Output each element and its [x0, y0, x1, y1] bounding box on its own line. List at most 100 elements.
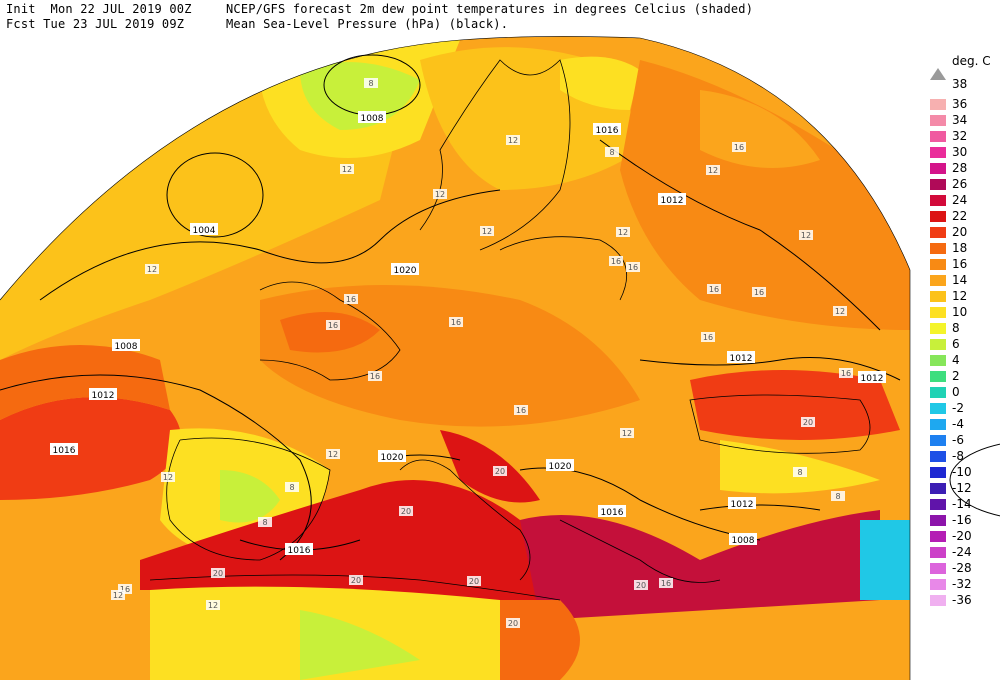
isobar-labels: 1008 1016 1004 1020 1008 1012 1016 1012 1012 1012…: [50, 111, 886, 556]
legend-swatch: [930, 179, 946, 190]
dewpoint-label: 20: [351, 576, 361, 585]
legend-label: 30: [952, 145, 968, 159]
dewpoint-label: 12: [147, 265, 157, 274]
dewpoint-label-bg: [326, 449, 340, 459]
dewpoint-label: 8: [835, 492, 840, 501]
isobar-label-bg: [728, 497, 756, 509]
dewpoint-label-bg: [801, 417, 815, 427]
dewpoint-label: 16: [709, 285, 719, 294]
dewpoint-label-bg: [732, 142, 746, 152]
isobar-label: 1016: [596, 126, 619, 136]
legend-label: -28: [952, 561, 972, 575]
legend-label: -6: [952, 433, 964, 447]
dewpoint-label-bg: [706, 165, 720, 175]
dewpoint-label-bg: [752, 287, 766, 297]
legend-label: 12: [952, 289, 968, 303]
dewpoint-label-bg: [449, 317, 463, 327]
isobar-label-bg: [727, 351, 755, 363]
dewpoint-label-bg: [118, 584, 132, 594]
dewpoint-label-bg: [701, 332, 715, 342]
dewpoint-label-bg: [433, 189, 447, 199]
legend-swatch: [930, 131, 946, 142]
legend-unit: deg. C: [952, 54, 991, 68]
isobar-label: 1020: [381, 453, 404, 463]
isobar-label: 1016: [288, 546, 311, 556]
dewpoint-label: 12: [113, 591, 123, 600]
isobar-label: 1012: [730, 354, 753, 364]
isobar-label-bg: [50, 443, 78, 455]
isobar-label: 1016: [53, 446, 76, 456]
legend-label: -12: [952, 481, 972, 495]
dewpoint-label-bg: [620, 428, 634, 438]
dewpoint-label: 12: [508, 136, 518, 145]
legend-swatch: [930, 307, 946, 318]
dewpoint-label-bg: [831, 491, 845, 501]
legend-swatch: [930, 515, 946, 526]
legend-swatch: [930, 579, 946, 590]
dewpoint-label: 12: [328, 450, 338, 459]
isobar-label-bg: [858, 371, 886, 383]
dewpoint-label: 16: [661, 579, 671, 588]
legend-overflow-arrow: [930, 68, 946, 80]
dewpoint-label: 16: [451, 318, 461, 327]
dewpoint-label: 16: [611, 257, 621, 266]
dewpoint-label-bg: [634, 580, 648, 590]
dewpoint-label-bg: [349, 575, 363, 585]
legend-swatch: [930, 99, 946, 110]
dewpoint-label-bg: [799, 230, 813, 240]
dewpoint-label: 12: [163, 473, 173, 482]
isobar-label-bg: [89, 388, 117, 400]
dewpoint-label-bg: [161, 472, 175, 482]
dewpoint-label-bg: [340, 164, 354, 174]
legend-label: -32: [952, 577, 972, 591]
dewpoint-label-bg: [206, 600, 220, 610]
legend-label: 10: [952, 305, 968, 319]
dewpoint-label-bg: [793, 467, 807, 477]
dewpoint-label-bg: [326, 320, 340, 330]
legend-label: -24: [952, 545, 972, 559]
legend-swatch: [930, 467, 946, 478]
dewpoint-label-bg: [467, 576, 481, 586]
dewpoint-label-bg: [616, 227, 630, 237]
legend-swatch: [930, 227, 946, 238]
isobar-label: 1012: [731, 500, 754, 510]
dewpoint-label: 8: [368, 79, 373, 88]
legend-swatch: [930, 195, 946, 206]
legend-label: -16: [952, 513, 972, 527]
legend-top-value: 38: [952, 77, 968, 91]
dewpoint-label: 16: [516, 406, 526, 415]
dewpoint-label-bg: [399, 506, 413, 516]
dewpoint-label-bg: [480, 226, 494, 236]
dewpoint-label: 16: [120, 585, 130, 594]
dewpoint-label-bg: [506, 135, 520, 145]
dewpoint-label: 12: [801, 231, 811, 240]
dewpoint-label-bg: [833, 306, 847, 316]
legend-swatch: [930, 451, 946, 462]
dewpoint-label: 12: [482, 227, 492, 236]
isobar-label: 1020: [394, 266, 417, 276]
dewpoint-label-bg: [493, 466, 507, 476]
isobar-label: 1012: [92, 391, 115, 401]
legend-swatch: [930, 211, 946, 222]
dewpoint-label: 12: [622, 429, 632, 438]
legend-label: 36: [952, 97, 968, 111]
legend-label: 14: [952, 273, 968, 287]
isobar-label-bg: [593, 123, 621, 135]
isobar-label-bg: [598, 505, 626, 517]
legend-swatch: [930, 115, 946, 126]
dewpoint-label-bg: [211, 568, 225, 578]
legend-swatch: [930, 419, 946, 430]
isobar-label: 1012: [661, 196, 684, 206]
dewpoint-label: 16: [328, 321, 338, 330]
legend-swatch: [930, 259, 946, 270]
legend-label: 18: [952, 241, 968, 255]
dewpoint-label: 16: [703, 333, 713, 342]
legend-label: -2: [952, 401, 964, 415]
legend-label: 34: [952, 113, 968, 127]
isobar-label: 1016: [601, 508, 624, 518]
dewpoint-label-bg: [659, 578, 673, 588]
isobar-label: 1008: [115, 342, 138, 352]
isobars: [0, 54, 1000, 561]
